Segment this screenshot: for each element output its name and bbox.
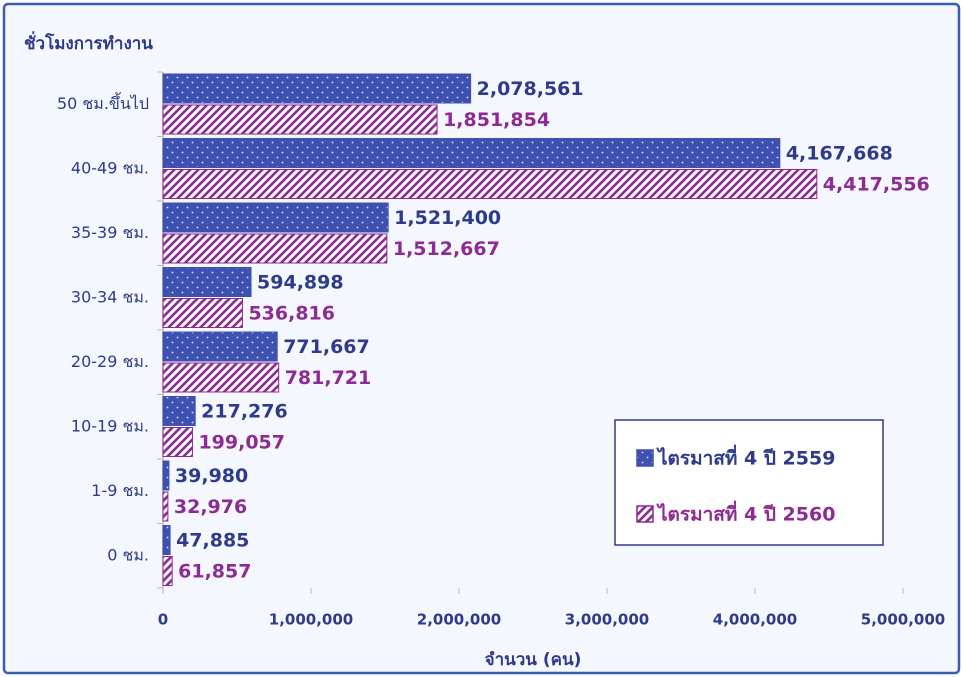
bar	[162, 427, 193, 457]
y-tick-label: 30-34 ชม.	[71, 287, 149, 306]
value-label: 1,851,854	[443, 109, 550, 131]
value-label: 771,667	[283, 336, 370, 358]
bar	[162, 267, 252, 297]
value-label: 1,521,400	[394, 207, 501, 229]
value-label: 32,976	[174, 496, 247, 518]
y-tick-label: 1-9 ชม.	[91, 481, 149, 500]
bar	[162, 233, 388, 264]
y-tick-label: 35-39 ชม.	[71, 223, 149, 242]
x-tick-label: 5,000,000	[861, 611, 945, 629]
legend-swatch	[636, 505, 654, 523]
bar	[162, 396, 196, 426]
value-label: 39,980	[175, 465, 248, 487]
y-tick-label: 20-29 ชม.	[71, 352, 149, 371]
bar	[162, 525, 171, 555]
legend-label: ไตรมาสที่ 4 ปี 2560	[656, 501, 835, 526]
value-label: 4,417,556	[823, 174, 930, 196]
y-tick-label: 0 ชม.	[107, 545, 149, 564]
x-tick-label: 1,000,000	[269, 611, 353, 629]
x-axis-title: จำนวน (คน)	[485, 650, 582, 670]
value-label: 536,816	[248, 303, 335, 325]
value-label: 199,057	[198, 432, 285, 454]
y-axis-title: ชั่วโมงการทำงาน	[24, 31, 153, 54]
y-tick-label: 50 ชม.ขึ้นไป	[57, 92, 149, 113]
bar	[162, 138, 781, 168]
x-tick-label: 3,000,000	[565, 611, 649, 629]
bar	[162, 73, 472, 104]
bar	[162, 331, 278, 362]
x-tick-label: 0	[158, 611, 168, 629]
y-tick-label: 10-19 ชม.	[71, 416, 149, 435]
value-label: 781,721	[285, 367, 372, 389]
bar	[162, 491, 169, 522]
bar	[162, 556, 173, 586]
value-label: 217,276	[201, 401, 288, 423]
bar	[162, 298, 243, 328]
bar	[162, 362, 280, 393]
bar	[162, 460, 170, 491]
legend-swatch	[636, 449, 654, 467]
value-label: 61,857	[178, 561, 251, 583]
value-label: 594,898	[257, 272, 344, 294]
y-tick-label: 40-49 ชม.	[71, 158, 149, 177]
bar	[162, 169, 818, 199]
value-label: 4,167,668	[786, 143, 893, 165]
bar	[162, 202, 389, 233]
legend-label: ไตรมาสที่ 4 ปี 2559	[656, 445, 835, 470]
value-label: 1,512,667	[393, 238, 500, 260]
x-tick-label: 4,000,000	[713, 611, 797, 629]
bar	[162, 104, 438, 135]
value-label: 47,885	[176, 530, 249, 552]
value-label: 2,078,561	[477, 78, 584, 100]
x-tick-label: 2,000,000	[417, 611, 501, 629]
legend-box	[614, 419, 884, 546]
